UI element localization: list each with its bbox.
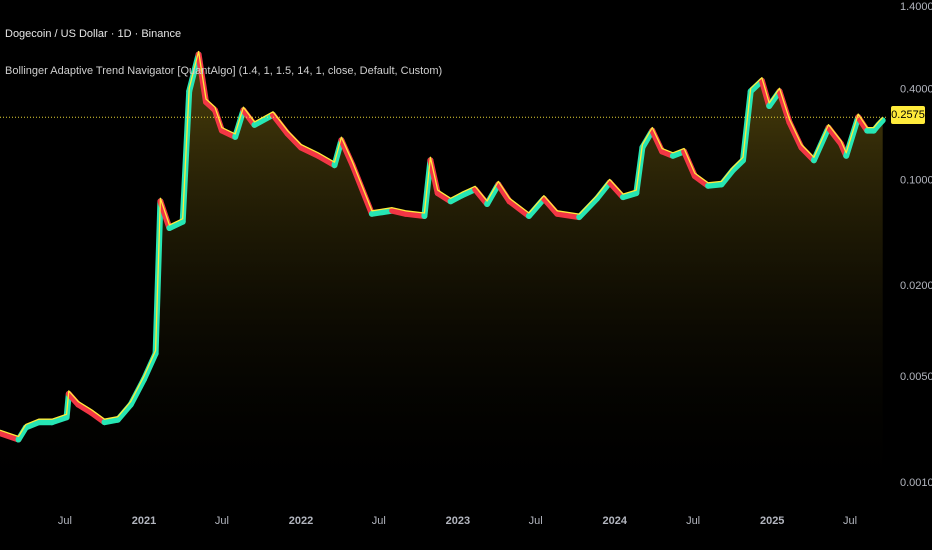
trend-segment-down [786, 119, 805, 151]
trend-segment-down [284, 130, 304, 151]
price-area-fill [0, 51, 883, 505]
trend-segment-down [212, 107, 225, 134]
trend-segment-down [825, 124, 844, 147]
x-tick-label: 2025 [760, 515, 784, 527]
trend-segment-down [506, 198, 532, 219]
trend-segment-down [338, 137, 356, 169]
y-tick-label: 0.0050 [900, 371, 932, 383]
trend-segment-down [495, 181, 513, 205]
trend-segment-down [0, 430, 22, 443]
x-tick-label: 2024 [603, 515, 628, 527]
x-tick-label: Jul [215, 515, 229, 527]
trend-segment-up [368, 207, 396, 217]
trend-segment-down [776, 88, 793, 126]
trend-segment-down [427, 157, 441, 197]
trend-segment-up [141, 350, 159, 383]
trend-segment-up [232, 107, 247, 140]
trend-segment-up [114, 401, 134, 423]
trend-segment-up [593, 179, 613, 202]
trend-segment-up [251, 111, 276, 128]
trend-segment-down [315, 152, 338, 169]
price-line [0, 50, 884, 438]
y-tick-label: 0.1000 [900, 174, 932, 186]
x-tick-label: 2023 [446, 515, 470, 527]
trend-segment-down [349, 162, 375, 217]
x-tick-label: Jul [843, 515, 857, 527]
trend-segment-down [270, 111, 291, 137]
trend-segment-down [606, 179, 626, 201]
x-tick-label: Jul [58, 515, 72, 527]
trend-segment-down [554, 210, 583, 221]
y-tick-label: 0.0010 [900, 477, 932, 489]
trend-segment-down [758, 77, 773, 109]
trend-segment-down [298, 144, 322, 159]
x-tick-label: 2022 [289, 515, 313, 527]
x-tick-label: Jul [372, 515, 386, 527]
trend-segment-down [402, 210, 428, 219]
current-price-badge: 0.2575 [891, 106, 925, 124]
y-tick-label: 1.4000 [900, 1, 932, 13]
y-tick-label: 0.0200 [900, 280, 932, 292]
trend-segment-up [127, 376, 147, 408]
trend-segment-up [525, 195, 547, 219]
trend-segment-up [810, 124, 832, 164]
trend-segment-up [576, 195, 600, 221]
trend-segment-down [540, 195, 561, 217]
y-tick-label: 0.4000 [900, 83, 932, 95]
x-tick-label: 2021 [132, 515, 156, 527]
indicator-title[interactable]: Bollinger Adaptive Trend Navigator [Quan… [5, 65, 443, 77]
trend-segment-down [681, 148, 698, 180]
x-tick-label: Jul [686, 515, 700, 527]
x-tick-label: Jul [529, 515, 543, 527]
trend-segment-down [157, 198, 173, 231]
trend-segment-up [484, 181, 502, 207]
trend-segment-down [240, 107, 258, 128]
trend-segment-up [843, 114, 862, 159]
symbol-title[interactable]: Dogecoin / US Dollar · 1D · Binance [5, 28, 182, 40]
trend-segment-down [649, 127, 666, 155]
trend-segment-up [875, 117, 886, 128]
